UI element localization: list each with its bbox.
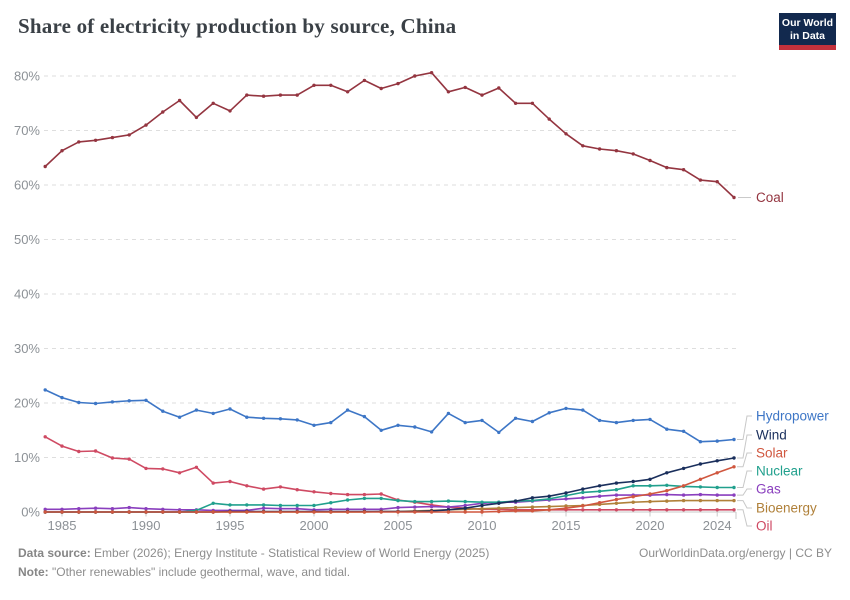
- x-axis-label: 1985: [48, 518, 77, 533]
- owid-logo-line2: in Data: [789, 29, 825, 42]
- series-label-coal[interactable]: Coal: [756, 190, 784, 205]
- x-axis-label: 2000: [300, 518, 329, 533]
- y-axis-label: 60%: [14, 178, 40, 193]
- y-axis-label: 0%: [21, 505, 40, 520]
- series-labels: Coal Hydropower Wind Solar Nuclear Gas Bioener…: [737, 190, 829, 534]
- y-axis-label: 70%: [14, 123, 40, 138]
- x-axis-label: 2010: [468, 518, 497, 533]
- note-label: Note:: [18, 565, 49, 579]
- x-axis-label: 2005: [384, 518, 413, 533]
- series-line-hydropower[interactable]: [43, 388, 736, 444]
- page-title: Share of electricity production by sourc…: [18, 14, 457, 38]
- series-line-coal[interactable]: [43, 71, 736, 200]
- series-label-oil[interactable]: Oil: [756, 519, 773, 534]
- note-text: "Other renewables" include geothermal, w…: [48, 565, 351, 579]
- owid-logo[interactable]: Our World in Data: [779, 13, 836, 50]
- series-line-solar[interactable]: [43, 465, 736, 514]
- data-source-label: Data source:: [18, 546, 91, 560]
- x-axis-label: 2015: [552, 518, 581, 533]
- series-label-wind[interactable]: Wind: [756, 428, 787, 443]
- y-axis-label: 40%: [14, 287, 40, 302]
- data-source-line: Data source: Ember (2026); Energy Instit…: [18, 544, 832, 563]
- y-axis-label: 10%: [14, 450, 40, 465]
- y-axis-label: 50%: [14, 232, 40, 247]
- x-axis-label: 2020: [636, 518, 665, 533]
- data-source-text: Ember (2026); Energy Institute - Statist…: [90, 546, 490, 560]
- x-axis: 1985 1990 1995 2000 2005 2010 2015 2020 2024: [48, 512, 737, 533]
- y-axis-label: 30%: [14, 341, 40, 356]
- line-chart: 0% 10% 20% 30% 40% 50% 60% 70% 80% 1985 1990 1995 20…: [14, 69, 829, 534]
- owid-logo-box: Our World in Data: [779, 13, 836, 45]
- series-label-bioenergy[interactable]: Bioenergy: [756, 501, 817, 516]
- x-axis-label: 1995: [216, 518, 245, 533]
- owid-credit-link[interactable]: OurWorldinData.org/energy | CC BY: [639, 546, 832, 560]
- series-label-solar[interactable]: Solar: [756, 446, 788, 461]
- y-axis-label: 80%: [14, 69, 40, 84]
- owid-logo-red-bar: [779, 45, 836, 50]
- x-axis-label: 2024: [703, 518, 732, 533]
- series-label-hydropower[interactable]: Hydropower: [756, 409, 829, 424]
- series-label-nuclear[interactable]: Nuclear: [756, 464, 803, 479]
- owid-logo-line1: Our World: [781, 17, 834, 29]
- chart-footer: Data source: Ember (2026); Energy Instit…: [18, 544, 832, 582]
- note-line: Note: "Other renewables" include geother…: [18, 563, 832, 582]
- series-label-gas[interactable]: Gas: [756, 482, 781, 497]
- y-axis-label: 20%: [14, 396, 40, 411]
- x-axis-label: 1990: [132, 518, 161, 533]
